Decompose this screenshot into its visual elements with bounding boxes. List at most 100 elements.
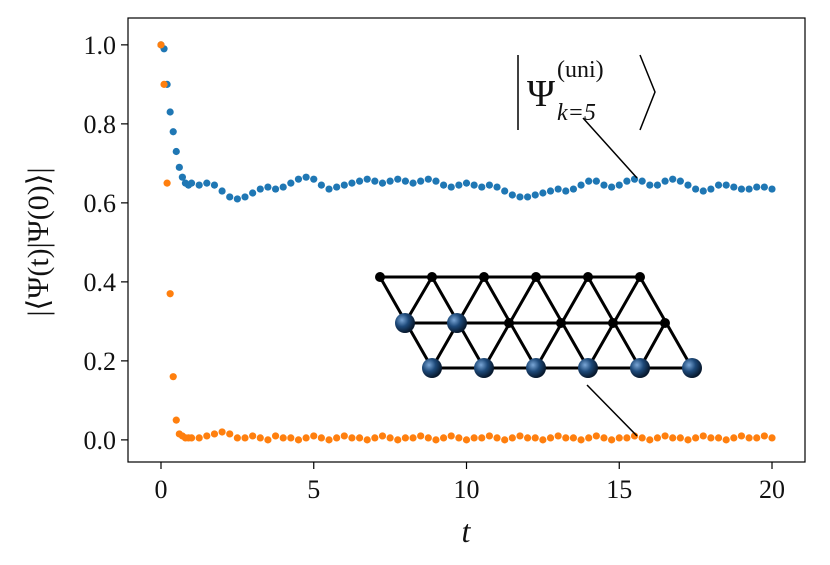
lattice-particles — [395, 313, 702, 378]
data-point — [363, 175, 371, 183]
y-tick-label: 0.4 — [84, 268, 117, 297]
site — [479, 272, 489, 282]
data-point — [187, 434, 196, 442]
data-point — [294, 175, 303, 183]
data-point — [493, 434, 501, 442]
data-point — [714, 434, 723, 442]
data-point — [646, 436, 654, 444]
data-point — [760, 432, 768, 440]
data-point — [485, 432, 494, 440]
data-point — [462, 179, 471, 187]
data-point — [524, 434, 532, 442]
data-point — [669, 175, 677, 183]
data-point — [707, 185, 715, 193]
data-point — [722, 181, 730, 189]
particle — [682, 358, 702, 378]
data-point — [768, 434, 776, 442]
data-point — [317, 434, 325, 442]
data-point — [661, 432, 669, 440]
data-point — [226, 430, 234, 438]
data-point — [478, 183, 486, 191]
y-tick-label: 0.2 — [84, 347, 117, 376]
x-tick-label: 20 — [759, 475, 785, 504]
y-tick-label: 0.8 — [84, 110, 117, 139]
data-point — [249, 189, 257, 197]
data-point — [455, 181, 463, 189]
data-point — [287, 179, 295, 187]
data-point — [562, 187, 570, 195]
data-point — [424, 434, 432, 442]
data-point — [386, 434, 394, 442]
data-point — [455, 434, 463, 442]
data-point — [508, 434, 516, 442]
data-point — [256, 434, 264, 442]
data-point — [333, 434, 341, 442]
points-layer — [157, 41, 776, 444]
plot-frame — [127, 17, 806, 463]
data-point — [546, 187, 555, 195]
lattice-inset — [378, 275, 694, 370]
data-point — [271, 432, 280, 440]
site — [660, 318, 670, 328]
data-point — [287, 434, 295, 442]
ket-angle — [639, 54, 656, 131]
data-point — [608, 183, 616, 191]
particle — [447, 313, 467, 333]
data-point — [157, 41, 165, 49]
pointer-line — [586, 384, 638, 437]
data-point — [592, 177, 600, 185]
data-point — [355, 434, 364, 442]
data-point — [394, 175, 402, 183]
data-point — [172, 147, 180, 156]
data-point — [768, 185, 776, 193]
data-point — [569, 185, 578, 193]
data-point — [753, 434, 761, 442]
data-point — [722, 436, 730, 444]
data-point — [760, 183, 768, 191]
data-point — [730, 183, 738, 191]
y-tick-label: 1.0 — [84, 31, 117, 60]
data-point — [439, 434, 448, 442]
data-point — [516, 432, 524, 440]
data-point — [355, 177, 364, 185]
data-point — [218, 187, 226, 195]
data-point — [226, 193, 234, 201]
data-point — [340, 432, 348, 440]
data-point — [661, 177, 669, 185]
data-point — [210, 430, 219, 438]
data-point — [241, 434, 249, 442]
data-point — [569, 434, 578, 442]
data-point — [233, 434, 241, 442]
y-tick-label: 0.6 — [84, 189, 117, 218]
data-point — [166, 108, 174, 116]
annotation: Ψ (uni) k=5 — [517, 54, 656, 131]
data-point — [676, 434, 684, 442]
data-point — [501, 187, 509, 195]
data-point — [166, 290, 174, 298]
data-point — [163, 179, 171, 187]
site — [635, 272, 645, 282]
data-point — [310, 432, 318, 440]
data-point — [241, 193, 249, 201]
x-tick-label: 0 — [154, 475, 167, 504]
data-point — [447, 432, 455, 440]
data-point — [378, 432, 387, 440]
x-axis-label: t — [462, 513, 472, 549]
data-point — [409, 434, 417, 442]
data-point — [630, 432, 639, 440]
data-point — [218, 428, 226, 436]
data-point — [745, 185, 753, 193]
data-point — [279, 183, 287, 191]
data-point — [203, 179, 211, 187]
data-point — [348, 434, 356, 442]
data-point — [608, 436, 616, 444]
data-point — [630, 175, 639, 183]
site — [556, 318, 566, 328]
data-point — [439, 181, 448, 189]
data-point — [401, 434, 409, 442]
site — [583, 272, 593, 282]
data-point — [692, 434, 700, 442]
data-point — [615, 434, 623, 442]
data-point — [187, 179, 196, 187]
